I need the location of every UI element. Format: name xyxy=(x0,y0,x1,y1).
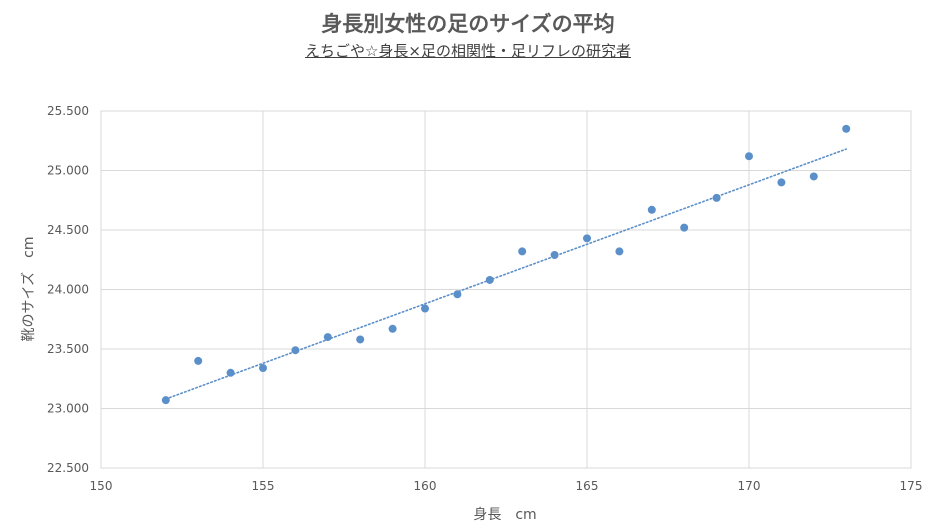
grid xyxy=(100,110,912,469)
x-tick-label: 155 xyxy=(252,479,275,493)
y-tick-label: 25.000 xyxy=(47,164,89,178)
y-axis-label: 靴のサイズ cm xyxy=(21,237,37,342)
data-point xyxy=(680,223,689,232)
y-tick-label: 25.500 xyxy=(47,104,89,118)
data-point xyxy=(356,335,365,344)
data-point xyxy=(583,234,591,243)
x-tick-label: 175 xyxy=(900,479,923,493)
y-tick-label: 24.000 xyxy=(47,283,89,297)
x-axis-label: 身長 cm xyxy=(473,507,536,523)
x-tick-label: 150 xyxy=(90,479,113,493)
data-point xyxy=(453,290,462,299)
axes: 150 155 160 165 170 175 22.500 23.000 23.500 24.0… xyxy=(47,104,922,493)
data-point xyxy=(745,152,753,161)
trendline xyxy=(165,148,848,400)
y-tick-label: 22.500 xyxy=(47,461,89,475)
y-tick-label: 24.500 xyxy=(47,223,89,237)
data-point xyxy=(226,368,235,377)
x-tick-label: 160 xyxy=(414,479,437,493)
data-point xyxy=(259,364,267,373)
x-tick-label: 165 xyxy=(576,479,599,493)
y-tick-label: 23.000 xyxy=(47,402,89,416)
data-point xyxy=(161,396,170,405)
data-point xyxy=(842,124,851,133)
data-point xyxy=(194,356,203,365)
data-point xyxy=(518,247,527,256)
data-point xyxy=(712,193,721,202)
trendline-layer xyxy=(165,148,848,400)
data-points xyxy=(161,124,851,405)
data-point xyxy=(485,275,494,284)
data-point xyxy=(388,324,397,333)
data-point xyxy=(550,250,559,259)
data-point xyxy=(615,247,624,256)
data-point xyxy=(421,304,429,313)
y-tick-label: 23.500 xyxy=(47,342,89,356)
x-tick-label: 170 xyxy=(738,479,761,493)
data-point xyxy=(809,172,818,181)
data-point xyxy=(647,205,656,214)
chart-subtitle: えちごや☆身長×足の相関性・足リフレの研究者 xyxy=(304,42,632,60)
data-point xyxy=(291,346,300,355)
data-point xyxy=(323,333,332,342)
chart-title: 身長別女性の足のサイズの平均 xyxy=(321,12,615,36)
data-point xyxy=(777,178,786,187)
